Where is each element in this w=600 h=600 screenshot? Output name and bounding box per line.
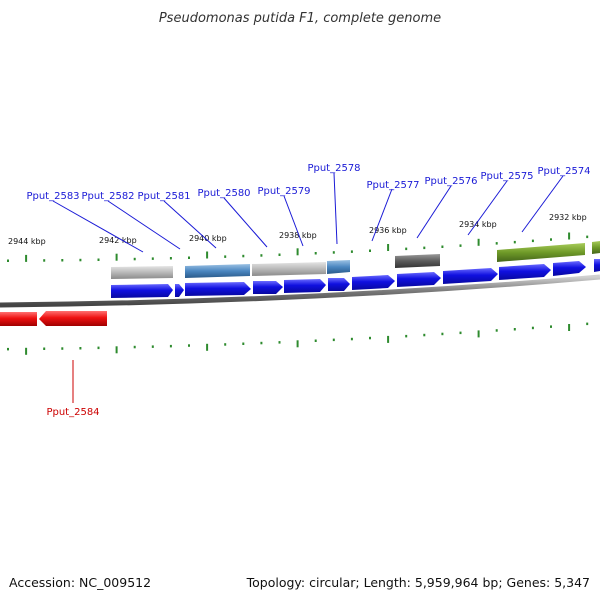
cds-pput-2582[interactable] — [175, 284, 184, 297]
feature-olive-2[interactable] — [592, 241, 600, 254]
cds-pput-2584[interactable] — [39, 311, 107, 326]
upper-tick-row — [7, 232, 589, 262]
cds-pput-2577[interactable] — [352, 275, 395, 290]
gene-label-pput-2584[interactable]: Pput_2584 — [46, 407, 99, 418]
gene-label-pput-2581[interactable]: Pput_2581 — [137, 191, 190, 202]
gene-label-pput-2579[interactable]: Pput_2579 — [257, 186, 310, 197]
cds-pput-2580[interactable] — [253, 281, 283, 294]
genome-title: Pseudomonas putida F1, complete genome — [159, 11, 441, 26]
kbp-label-2938: 2938 kbp — [279, 231, 317, 240]
gene-label-pput-2582[interactable]: Pput_2582 — [81, 191, 134, 202]
leader-pput-2580 — [223, 197, 268, 248]
genome-summary-text: Topology: circular; Length: 5,959,964 bp… — [246, 575, 590, 590]
feature-grey-1[interactable] — [111, 266, 173, 279]
gene-label-pput-2577[interactable]: Pput_2577 — [366, 180, 419, 191]
leader-pput-2582 — [107, 200, 181, 250]
leader-pput-2577 — [371, 188, 393, 242]
forward-cds-track — [111, 259, 600, 298]
leader-pput-2574 — [521, 175, 564, 233]
gene-label-pput-2580[interactable]: Pput_2580 — [197, 188, 250, 199]
gene-label-pput-2574[interactable]: Pput_2574 — [537, 166, 590, 177]
gene-label-pput-2576[interactable]: Pput_2576 — [424, 176, 477, 187]
leader-pput-2575 — [467, 180, 508, 236]
genome-backbone — [0, 274, 600, 308]
cds-pput-2581[interactable] — [185, 282, 251, 296]
kbp-label-2934: 2934 kbp — [459, 220, 497, 229]
cds-pput-2579[interactable] — [284, 279, 326, 293]
leader-pput-2578 — [333, 172, 338, 245]
feature-olive-1[interactable] — [497, 243, 585, 262]
lower-tick-row — [7, 322, 589, 355]
gene-labels: Pput_2583 Pput_2582 Pput_2581 Pput_2580 … — [26, 163, 590, 418]
gene-leader-lines — [52, 172, 564, 403]
feature-steel-1[interactable] — [185, 264, 250, 278]
feature-dark-1[interactable] — [395, 254, 440, 268]
cds-reverse-partial[interactable] — [0, 312, 37, 326]
feature-grey-2[interactable] — [252, 262, 326, 276]
cds-pput-2578[interactable] — [328, 278, 350, 291]
feature-track — [111, 241, 600, 279]
feature-steel-2[interactable] — [327, 260, 350, 274]
scale-labels: 2944 kbp 2942 kbp 2940 kbp 2938 kbp 2936… — [8, 213, 587, 246]
cds-pput-2583[interactable] — [111, 284, 173, 298]
leader-pput-2583 — [52, 200, 144, 253]
cds-edge-forward[interactable] — [594, 259, 600, 272]
leader-pput-2581 — [163, 200, 217, 249]
cds-unlabeled-forward[interactable] — [553, 261, 586, 276]
kbp-label-2940: 2940 kbp — [189, 234, 227, 243]
cds-pput-2574[interactable] — [499, 264, 551, 280]
accession-text: Accession: NC_009512 — [9, 575, 151, 590]
cds-pput-2575[interactable] — [443, 268, 498, 284]
cds-pput-2576[interactable] — [397, 272, 441, 287]
kbp-label-2936: 2936 kbp — [369, 226, 407, 235]
reverse-cds-track — [0, 311, 107, 326]
gene-label-pput-2583[interactable]: Pput_2583 — [26, 191, 79, 202]
kbp-label-2944: 2944 kbp — [8, 237, 46, 246]
gene-label-pput-2575[interactable]: Pput_2575 — [480, 171, 533, 182]
gene-label-pput-2578[interactable]: Pput_2578 — [307, 163, 360, 174]
kbp-label-2932: 2932 kbp — [549, 213, 587, 222]
leader-pput-2579 — [283, 195, 304, 247]
kbp-label-2942: 2942 kbp — [99, 236, 137, 245]
leader-pput-2576 — [416, 185, 452, 239]
